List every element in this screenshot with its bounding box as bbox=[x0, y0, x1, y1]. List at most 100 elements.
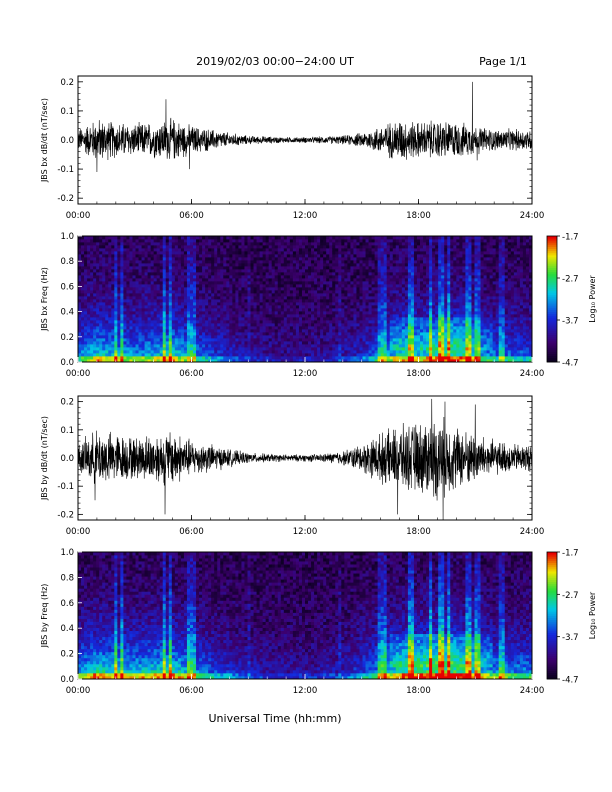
spectrogram-cell bbox=[211, 257, 215, 261]
spectrogram-cell bbox=[401, 344, 406, 348]
spectrogram-cell bbox=[150, 353, 155, 357]
spectrogram-cell bbox=[235, 287, 239, 291]
spectrogram-cell bbox=[392, 275, 397, 279]
spectrogram-cell bbox=[165, 359, 170, 363]
spectrogram-cell bbox=[280, 257, 285, 261]
spectrogram-cell bbox=[153, 239, 158, 243]
spectrogram-cell bbox=[226, 269, 230, 273]
spectrogram-cell bbox=[383, 320, 388, 324]
spectrogram-cell bbox=[377, 317, 382, 321]
spectrogram-cell bbox=[247, 302, 251, 306]
spectrogram-cell bbox=[162, 353, 167, 357]
spectrogram-cell bbox=[262, 260, 267, 264]
spectrogram-cell bbox=[189, 236, 194, 240]
spectrogram-cell bbox=[289, 254, 294, 258]
spectrogram-cell bbox=[189, 338, 194, 342]
spectrogram-cell bbox=[205, 293, 209, 297]
spectrogram-cell bbox=[262, 323, 267, 327]
spectrogram-cell bbox=[193, 278, 197, 282]
spectrogram-cell bbox=[341, 278, 345, 282]
spectrogram-cell bbox=[144, 272, 149, 276]
spectrogram-cell bbox=[329, 242, 333, 246]
spectrogram-cell bbox=[308, 260, 312, 264]
spectrogram-cell bbox=[211, 353, 215, 357]
spectrogram-cell bbox=[132, 242, 136, 246]
spectrogram-cell bbox=[202, 302, 206, 306]
spectrogram-cell bbox=[292, 272, 297, 276]
spectrogram-cell bbox=[377, 320, 382, 324]
spectrogram-cell bbox=[102, 305, 106, 309]
spectrogram-cell bbox=[271, 269, 276, 273]
spectrogram-cell bbox=[229, 293, 233, 297]
spectrogram-cell bbox=[108, 332, 112, 336]
spectrogram-cell bbox=[111, 332, 115, 336]
spectrogram-cell bbox=[232, 350, 236, 354]
spectrogram-cell bbox=[362, 347, 366, 351]
spectrogram-cell bbox=[429, 359, 433, 363]
spectrogram-cell bbox=[323, 347, 327, 351]
spectrogram-cell bbox=[265, 278, 270, 282]
spectrogram-cell bbox=[338, 356, 342, 360]
spectrogram-cell bbox=[292, 305, 297, 309]
spectrogram-cell bbox=[156, 317, 161, 321]
spectrogram-cell bbox=[135, 236, 139, 240]
spectrogram-cell bbox=[392, 344, 397, 348]
spectrogram-cell bbox=[365, 341, 369, 345]
spectrogram-cell bbox=[268, 314, 273, 318]
spectrogram-cell bbox=[250, 338, 254, 342]
spectrogram-cell bbox=[102, 353, 106, 357]
spectrogram-cell bbox=[311, 347, 315, 351]
spectrogram-cell bbox=[320, 278, 324, 282]
spectrogram-cell bbox=[132, 359, 136, 363]
spectrogram-cell bbox=[186, 347, 191, 351]
spectrogram-cell bbox=[238, 347, 242, 351]
spectrogram-cell bbox=[407, 293, 412, 297]
spectrogram-cell bbox=[268, 350, 273, 354]
spectrogram-cell bbox=[286, 344, 291, 348]
spectrogram-cell bbox=[135, 317, 139, 321]
spectrogram-cell bbox=[365, 359, 369, 363]
spectrogram-cell bbox=[416, 317, 421, 321]
spectrogram-cell bbox=[171, 317, 176, 321]
spectrogram-cell bbox=[129, 290, 133, 294]
spectrogram-cell bbox=[259, 359, 264, 363]
spectrogram-cell bbox=[99, 308, 103, 312]
spectrogram-cell bbox=[271, 341, 276, 345]
spectrogram-cell bbox=[108, 344, 112, 348]
spectrogram-cell bbox=[117, 239, 121, 243]
spectrogram-cell bbox=[117, 287, 121, 291]
spectrogram-cell bbox=[410, 326, 415, 330]
spectrogram-cell bbox=[150, 239, 155, 243]
spectrogram-cell bbox=[426, 305, 430, 309]
spectrogram-cell bbox=[407, 251, 412, 255]
spectrogram-cell bbox=[356, 290, 360, 294]
spectrogram-cell bbox=[317, 263, 321, 267]
spectrogram-cell bbox=[404, 269, 409, 273]
spectrogram-cell bbox=[144, 296, 149, 300]
spectrogram-cell bbox=[84, 287, 88, 291]
spectrogram-cell bbox=[78, 284, 82, 288]
spectrogram-cell bbox=[262, 278, 267, 282]
spectrogram-cell bbox=[420, 347, 424, 351]
spectrogram-cell bbox=[274, 347, 279, 351]
spectrogram-cell bbox=[404, 359, 409, 363]
spectrogram-cell bbox=[99, 281, 103, 285]
spectrogram-cell bbox=[138, 260, 142, 264]
spectrogram-cell bbox=[362, 296, 366, 300]
spectrogram-cell bbox=[220, 335, 224, 339]
spectrogram-cell bbox=[220, 323, 224, 327]
spectrogram-cell bbox=[141, 281, 145, 285]
spectrogram-cell bbox=[283, 323, 288, 327]
spectrogram-cell bbox=[138, 320, 142, 324]
spectrogram-cell bbox=[326, 299, 330, 303]
spectrogram-cell bbox=[308, 281, 312, 285]
spectrogram-cell bbox=[380, 359, 385, 363]
spectrogram-cell bbox=[156, 242, 161, 246]
spectrogram-cell bbox=[183, 320, 188, 324]
spectrogram-cell bbox=[323, 266, 327, 270]
spectrogram-cell bbox=[159, 242, 164, 246]
spectrogram-cell bbox=[156, 284, 161, 288]
spectrogram-cell bbox=[162, 299, 167, 303]
spectrogram-cell bbox=[277, 257, 282, 261]
spectrogram-cell bbox=[81, 308, 85, 312]
